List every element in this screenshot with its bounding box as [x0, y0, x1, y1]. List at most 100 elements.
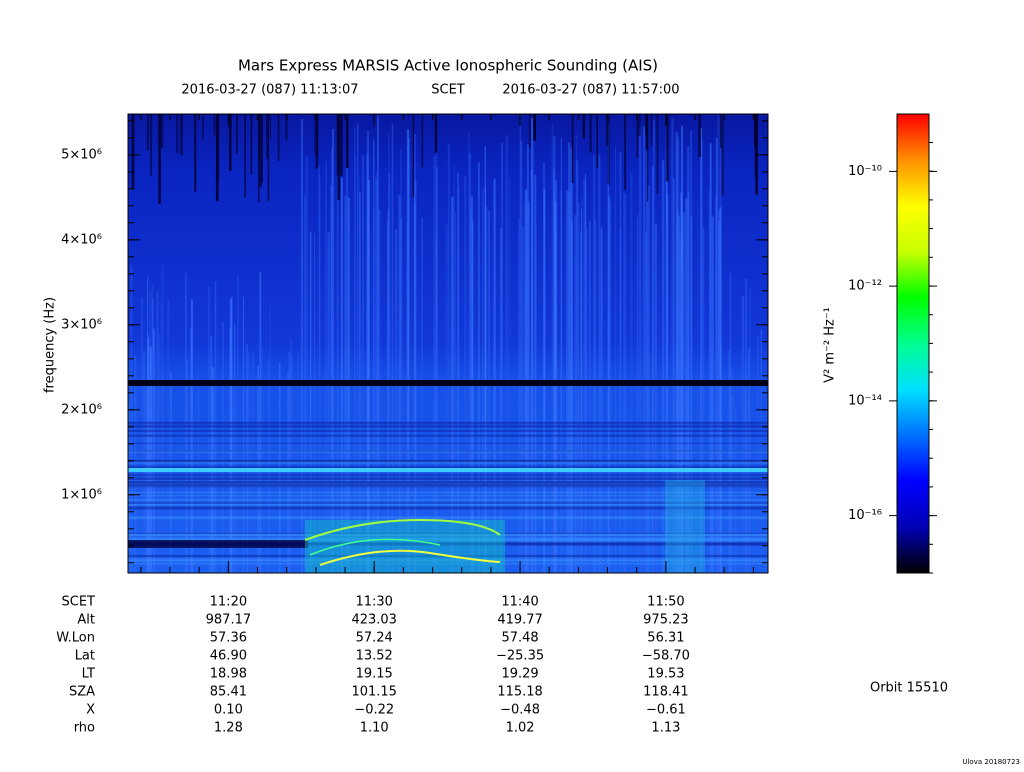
table-cell: 1.13 — [651, 721, 680, 736]
x-tick-label: 11:40 — [501, 595, 538, 610]
spectrogram-stripe — [560, 138, 562, 573]
spectrogram-stripe — [361, 155, 364, 573]
spectrogram-bright-region — [665, 480, 705, 573]
spectrogram-stripe — [377, 115, 379, 573]
table-row-label: W.Lon — [56, 631, 95, 646]
spectrogram-stripe — [388, 173, 391, 573]
spectrogram-stripe — [615, 147, 617, 573]
spectrogram-stripe — [358, 178, 360, 573]
spectrogram-band — [128, 543, 768, 546]
spectrogram-dark-stripe — [267, 114, 270, 201]
spectrogram-band — [128, 538, 768, 541]
spectrogram-stripe — [551, 123, 554, 573]
spectrogram-stripe — [553, 168, 555, 573]
spectrogram-stripe — [535, 224, 537, 573]
spectrogram-stripe — [147, 338, 150, 573]
spectrogram-stripe — [128, 402, 130, 573]
y-tick-label: 5×10⁶ — [61, 147, 102, 162]
spectrogram-dark-stripe — [229, 114, 232, 171]
spectrogram-dark-stripe — [217, 114, 220, 180]
spectrogram-stripe — [531, 118, 533, 573]
spectrogram-stripe — [609, 201, 611, 573]
spectrogram-band — [128, 484, 768, 488]
spectrogram-stripe — [356, 123, 359, 573]
subtitle-label: SCET — [431, 83, 465, 98]
spectrogram-band — [128, 495, 768, 497]
spectrogram-stripe — [433, 156, 436, 573]
spectrogram-dark-stripe — [345, 114, 349, 168]
spectrogram-dark-stripe — [720, 114, 722, 148]
table-cell: 1.02 — [506, 721, 535, 736]
spectrogram-stripe — [717, 114, 719, 573]
spectrogram-stripe — [526, 144, 529, 573]
spectrogram-dark-stripe — [646, 114, 649, 202]
spectrogram-band — [128, 442, 768, 444]
spectrogram-stripe — [532, 131, 535, 573]
spectrogram-dark-stripe — [314, 114, 316, 155]
spectrogram-stripe — [464, 175, 467, 573]
spectrogram-dark-stripe — [721, 114, 724, 196]
spectrogram-stripe — [452, 204, 454, 573]
spectrogram-dark-stripe — [266, 114, 268, 159]
x-tick-label: 11:30 — [355, 595, 392, 610]
spectrogram-stripe — [671, 118, 674, 573]
spectrogram-dark-stripe — [412, 114, 415, 197]
spectrogram-dark-stripe — [250, 114, 253, 175]
spectrogram-dark-stripe — [285, 114, 288, 141]
spectrogram-stripe — [233, 324, 236, 573]
spectrogram-band — [128, 429, 768, 433]
spectrogram-dark-stripe — [215, 114, 219, 202]
spectrogram-stripe — [373, 139, 375, 573]
spectrogram-stripe — [523, 200, 525, 573]
spectrogram-stripe — [375, 173, 377, 573]
spectrogram-stripe — [675, 132, 679, 573]
spectrogram-stripe — [310, 231, 312, 573]
spectrogram-dark-stripe — [236, 114, 238, 154]
spectrogram-stripe — [394, 229, 398, 573]
spectrogram-stripe — [678, 215, 681, 573]
spectrogram-stripe — [673, 178, 675, 573]
spectrogram-stripe — [493, 178, 496, 573]
spectrogram-stripe — [330, 186, 333, 573]
spectrogram-stripe — [527, 204, 529, 573]
spectrogram-stripe — [332, 128, 334, 573]
x-tick-label: 11:20 — [210, 595, 247, 610]
spectrogram-stripe — [484, 185, 486, 573]
spectrogram-stripe — [391, 123, 394, 573]
plot-frame — [127, 113, 769, 574]
spectrogram-dark-stripe — [607, 114, 610, 185]
spectrogram-stripe — [129, 356, 131, 573]
spectrogram-band — [128, 533, 768, 537]
spectrogram-stripe — [520, 140, 523, 573]
spectrogram-band — [128, 421, 768, 425]
spectrogram-stripe — [585, 228, 588, 573]
spectrogram-stripe — [714, 201, 717, 573]
spectrogram-dark-stripe — [259, 114, 262, 188]
table-row-label: LT — [82, 667, 95, 682]
spectrogram-stripe — [406, 223, 408, 573]
spectrogram-stripe — [375, 178, 378, 573]
spectrogram-stripe — [501, 142, 503, 573]
spectrogram-band — [128, 516, 768, 520]
spectrogram-dark-stripe — [421, 114, 424, 168]
spectrogram-stripe — [592, 154, 596, 573]
table-cell: 423.03 — [351, 613, 397, 628]
table-cell: −0.61 — [646, 703, 686, 718]
spectrogram-dark-stripe — [180, 114, 183, 156]
spectrogram-stripe — [366, 154, 369, 573]
spectrogram-dark-stripe — [571, 114, 574, 183]
spectrogram-stripe — [647, 184, 650, 573]
spectrogram-stripe — [568, 142, 571, 573]
spectrogram-band — [128, 465, 768, 469]
spectrogram-stripe — [354, 127, 356, 573]
spectrogram-stripe — [700, 140, 703, 573]
table-row-label: SZA — [69, 685, 95, 700]
table-cell: −0.48 — [500, 703, 540, 718]
spectrogram-stripe — [406, 129, 410, 573]
spectrogram-stripe — [555, 231, 557, 573]
spectrogram-stripe — [601, 226, 603, 573]
spectrogram-dark-stripe — [533, 114, 536, 140]
spectrogram-stripe — [702, 227, 705, 573]
spectrogram-dark-stripe — [158, 114, 161, 204]
